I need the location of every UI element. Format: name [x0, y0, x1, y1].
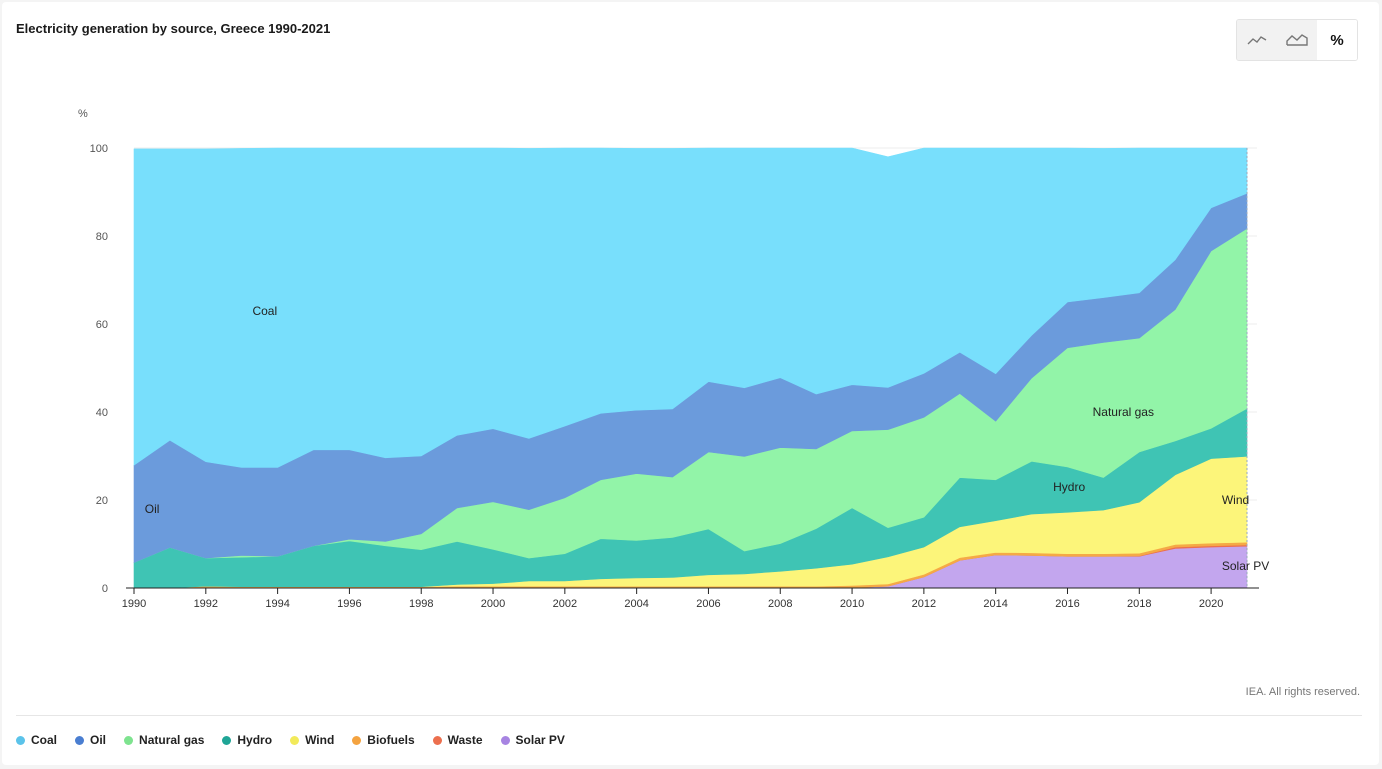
legend-swatch-coal: [16, 735, 25, 745]
x-tick-label-2020: 2020: [1199, 598, 1223, 610]
legend-item-biofuels[interactable]: Biofuels: [352, 733, 415, 747]
line-view-button[interactable]: [1237, 20, 1277, 60]
line-chart-icon: [1247, 36, 1267, 45]
x-tick-label-2010: 2010: [840, 598, 864, 610]
legend-swatch-waste: [432, 735, 442, 745]
legend-label-solar-pv: Solar PV: [515, 733, 565, 747]
percent-icon: %: [1330, 31, 1344, 49]
series-label-oil: Oil: [145, 502, 160, 516]
x-tick-label-1994: 1994: [265, 598, 289, 610]
legend-swatch-solar-pv: [500, 735, 510, 745]
x-tick-label-2012: 2012: [912, 598, 936, 610]
series-label-coal: Coal: [252, 304, 277, 318]
legend-item-oil[interactable]: Oil: [75, 733, 106, 747]
x-tick-label-2006: 2006: [696, 598, 720, 610]
series-label-hydro: Hydro: [1053, 480, 1085, 494]
legend-item-wind[interactable]: Wind: [290, 733, 334, 747]
x-tick-label-2018: 2018: [1127, 598, 1151, 610]
series-label-solar-pv: Solar PV: [1222, 559, 1269, 573]
area-view-button[interactable]: [1277, 20, 1317, 60]
percent-view-button[interactable]: %: [1317, 20, 1357, 60]
x-tick-label-1998: 1998: [409, 598, 433, 610]
legend-item-hydro[interactable]: Hydro: [222, 733, 272, 747]
y-tick-label-0: 0: [102, 583, 108, 595]
legend-label-waste: Waste: [447, 733, 483, 747]
chart-view-toggle: %: [1236, 19, 1358, 61]
area-chart-icon: [1286, 34, 1308, 46]
y-tick-label-40: 40: [96, 407, 108, 419]
y-tick-label-80: 80: [96, 231, 108, 243]
x-tick-label-2000: 2000: [481, 598, 505, 610]
legend-item-natural-gas[interactable]: Natural gas: [124, 733, 204, 747]
legend-item-solar-pv[interactable]: Solar PV: [500, 733, 565, 747]
chart-title: Electricity generation by source, Greece…: [16, 21, 331, 36]
legend-divider: [16, 715, 1362, 716]
legend-item-waste[interactable]: Waste: [432, 733, 483, 747]
y-tick-label-20: 20: [96, 495, 108, 507]
legend-label-natural-gas: Natural gas: [139, 733, 205, 747]
legend-label-wind: Wind: [305, 733, 335, 747]
x-tick-label-2002: 2002: [553, 598, 577, 610]
legend-label-biofuels: Biofuels: [367, 733, 415, 747]
series-label-natural-gas: Natural gas: [1093, 405, 1154, 419]
x-tick-label-1990: 1990: [122, 598, 146, 610]
legend-item-coal[interactable]: Coal: [16, 733, 57, 747]
copyright-notice: IEA. All rights reserved.: [1245, 686, 1360, 698]
legend-label-oil: Oil: [90, 733, 107, 747]
y-axis-label: %: [78, 108, 88, 120]
x-tick-label-2004: 2004: [624, 598, 648, 610]
x-tick-label-2014: 2014: [983, 598, 1007, 610]
legend-swatch-biofuels: [352, 735, 362, 745]
x-tick-label-1996: 1996: [337, 598, 361, 610]
x-tick-label-1992: 1992: [194, 598, 218, 610]
legend-swatch-natural-gas: [124, 735, 134, 745]
legend-label-coal: Coal: [31, 733, 58, 747]
legend-swatch-hydro: [222, 735, 232, 745]
chart-legend: Coal Oil Natural gas Hydro Wind Biofuels Waste…: [16, 733, 565, 747]
series-label-wind: Wind: [1222, 493, 1249, 507]
x-tick-label-2008: 2008: [768, 598, 792, 610]
legend-swatch-oil: [75, 735, 85, 745]
legend-label-hydro: Hydro: [237, 733, 273, 747]
x-tick-label-2016: 2016: [1055, 598, 1079, 610]
y-tick-label-60: 60: [96, 319, 108, 331]
legend-swatch-wind: [290, 735, 300, 745]
y-tick-label-100: 100: [90, 143, 108, 155]
